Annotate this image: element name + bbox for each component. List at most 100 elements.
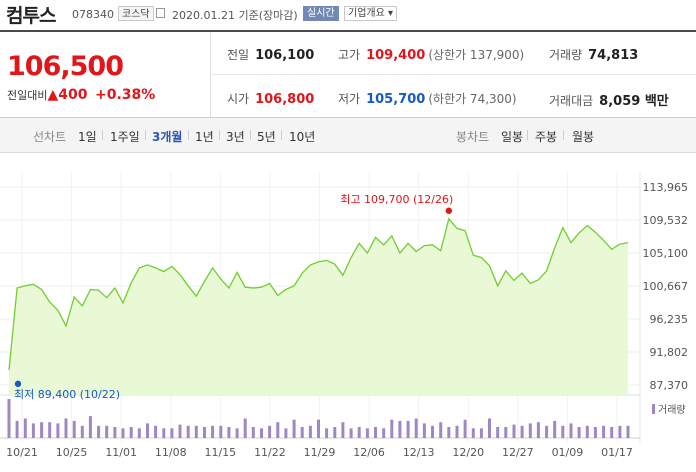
volume-bar [219, 425, 223, 438]
tab-daily[interactable]: 일봉 [501, 130, 524, 144]
volume-bar [186, 425, 190, 438]
x-tick-label: 01/09 [552, 446, 584, 459]
volume-bar [422, 423, 426, 438]
volume-bar [260, 428, 263, 439]
x-tick-label: 10/25 [56, 446, 88, 459]
volume-bar [113, 427, 117, 438]
volume-bar [341, 422, 345, 438]
volume-bar [137, 428, 141, 439]
up-arrow-icon: ▲ [47, 87, 59, 103]
y-tick-label: 105,100 [643, 247, 689, 260]
stock-header: 컴투스 078340 코스닥 2020.01.21 기준(장마감) 실시간 기업… [0, 0, 696, 30]
volume-bar [308, 425, 312, 438]
volume-bar [162, 428, 166, 439]
tab-1w[interactable]: 1주일 [110, 130, 140, 144]
volume-bar [406, 420, 410, 438]
tab-divider [188, 130, 189, 140]
tab-divider [527, 130, 528, 140]
volume-bar [15, 420, 19, 438]
price-summary: 106,500 전일대비▲400 +0.38% 전일 106,100 고가 109,… [0, 32, 696, 118]
volume-bar [365, 428, 369, 439]
tab-1y[interactable]: 1년 [195, 130, 214, 144]
volume-bar [512, 424, 516, 438]
volume-legend-label: 거래량 [658, 404, 686, 416]
low-annotation: 최저 89,400 (10/22) [14, 388, 120, 401]
volume-bar [536, 422, 540, 438]
volume-bar [48, 422, 52, 438]
volume-bar [292, 419, 296, 438]
stock-code: 078340 [72, 8, 114, 21]
tab-weekly[interactable]: 주봉 [535, 130, 558, 144]
tab-3m[interactable]: 3개월 [152, 130, 183, 144]
open-label: 시가 [227, 92, 250, 106]
lower-limit: (하한가 74,300) [428, 92, 517, 106]
current-price: 106,500 [7, 51, 124, 82]
open-value: 106,800 [255, 92, 315, 107]
volume-bar [121, 428, 125, 439]
volume-bar [333, 427, 337, 438]
x-tick-label: 10/21 [6, 446, 38, 459]
y-tick-label: 113,965 [643, 181, 689, 194]
volume-bar [593, 427, 597, 438]
volume-bar [203, 427, 206, 438]
tab-3y[interactable]: 3년 [226, 130, 245, 144]
volume-bar [7, 399, 11, 438]
market-badge: 코스닥 [118, 6, 154, 21]
volume-bar [56, 423, 60, 438]
volume-bars [7, 399, 630, 439]
volume-bar [97, 425, 101, 438]
prev-close-value: 106,100 [255, 48, 315, 63]
volume-bar [504, 427, 508, 438]
volume-bar [129, 427, 133, 438]
change-label: 전일대비 [7, 89, 48, 102]
tab-1d[interactable]: 1일 [78, 130, 97, 144]
volume-bar [80, 425, 84, 438]
tab-divider [281, 130, 282, 140]
x-tick-label: 11/08 [155, 446, 187, 459]
amount-label: 거래대금 [549, 94, 594, 108]
company-overview-dropdown[interactable]: 기업개요 ▾ [344, 6, 398, 21]
low-value: 105,700 [366, 92, 426, 107]
volume-bar [569, 423, 573, 438]
tab-monthly[interactable]: 월봉 [572, 130, 595, 144]
header-divider [0, 30, 696, 32]
y-tick-label: 96,235 [650, 313, 689, 326]
live-button[interactable]: 실시간 [303, 6, 339, 21]
tab-divider [145, 130, 146, 140]
amount-value: 8,059 백만 [599, 94, 669, 109]
y-tick-label: 109,532 [643, 214, 689, 227]
volume-bar [154, 425, 158, 438]
volume: 거래량 74,813 [549, 46, 638, 63]
tab-5y[interactable]: 5년 [257, 130, 276, 144]
volume-label: 거래량 [549, 48, 583, 62]
base-date: 2020.01.21 기준(장마감) [172, 9, 298, 22]
high-price: 고가 109,400 (상한가 137,900) [338, 46, 524, 63]
x-tick-label: 11/22 [254, 446, 286, 459]
x-tick-label: 01/17 [601, 446, 633, 459]
volume-bar [520, 425, 524, 438]
volume-bar [243, 418, 247, 438]
high-marker [445, 207, 453, 214]
summary-row-divider [210, 74, 696, 75]
price-change: 전일대비▲400 +0.38% [7, 87, 155, 103]
volume-bar [276, 422, 280, 438]
volume-bar [284, 428, 288, 439]
high-annotation: 최고 109,700 (12/26) [340, 193, 453, 206]
volume-bar [31, 423, 35, 438]
volume-bar [561, 425, 565, 438]
tab-divider [250, 130, 251, 140]
x-tick-labels: 10/21 10/25 11/01 11/08 11/15 11/22 11/29 12/06… [6, 446, 633, 459]
volume-bar [414, 418, 418, 438]
tab-10y[interactable]: 10년 [289, 130, 316, 144]
open-price: 시가 106,800 [227, 90, 314, 107]
y-tick-label: 91,802 [650, 346, 689, 359]
volume-bar [553, 420, 557, 438]
volume-bar [382, 428, 386, 439]
x-tick-label: 12/06 [353, 446, 385, 459]
volume-bar [211, 425, 215, 438]
volume-bar [602, 425, 606, 438]
volume-bar [471, 428, 475, 439]
volume-bar [439, 422, 443, 438]
y-tick-label: 100,667 [643, 280, 689, 293]
change-percent: +0.38% [95, 87, 156, 103]
